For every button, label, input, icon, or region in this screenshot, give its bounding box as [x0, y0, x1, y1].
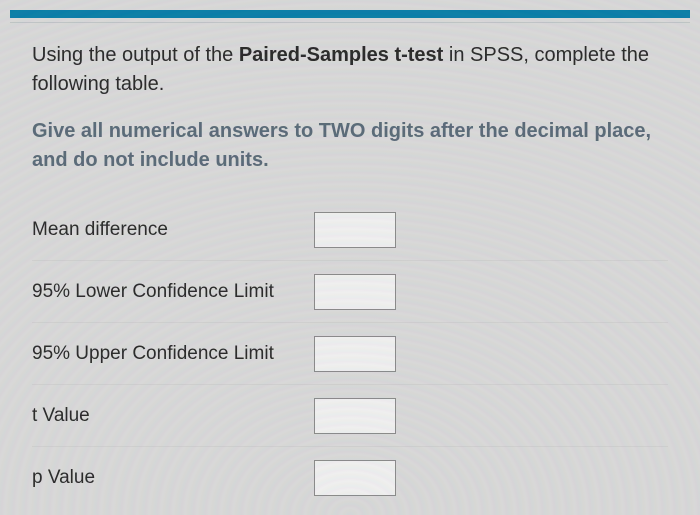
- field-label: t Value: [32, 405, 314, 427]
- prompt-text-2: Give all numerical answers to TWO digits…: [32, 117, 668, 175]
- p-value-input[interactable]: [314, 460, 396, 496]
- field-label: Mean difference: [32, 219, 314, 241]
- content-region: Using the output of the Paired-Samples t…: [10, 41, 690, 509]
- prompt-text-1: Using the output of the Paired-Samples t…: [32, 41, 668, 99]
- prompt-pre: Using the output of the: [32, 44, 239, 66]
- field-row-p-value: p Value: [32, 447, 668, 509]
- accent-bar: [10, 10, 690, 18]
- field-row-t-value: t Value: [32, 385, 668, 447]
- field-row-mean-difference: Mean difference: [32, 199, 668, 261]
- field-row-lower-ci: 95% Lower Confidence Limit: [32, 261, 668, 323]
- field-label: 95% Upper Confidence Limit: [32, 343, 314, 365]
- divider: [10, 22, 690, 23]
- field-label: p Value: [32, 467, 314, 489]
- prompt-bold: Paired-Samples t-test: [239, 44, 444, 66]
- field-row-upper-ci: 95% Upper Confidence Limit: [32, 323, 668, 385]
- lower-ci-input[interactable]: [314, 274, 396, 310]
- field-label: 95% Lower Confidence Limit: [32, 281, 314, 303]
- mean-difference-input[interactable]: [314, 212, 396, 248]
- t-value-input[interactable]: [314, 398, 396, 434]
- upper-ci-input[interactable]: [314, 336, 396, 372]
